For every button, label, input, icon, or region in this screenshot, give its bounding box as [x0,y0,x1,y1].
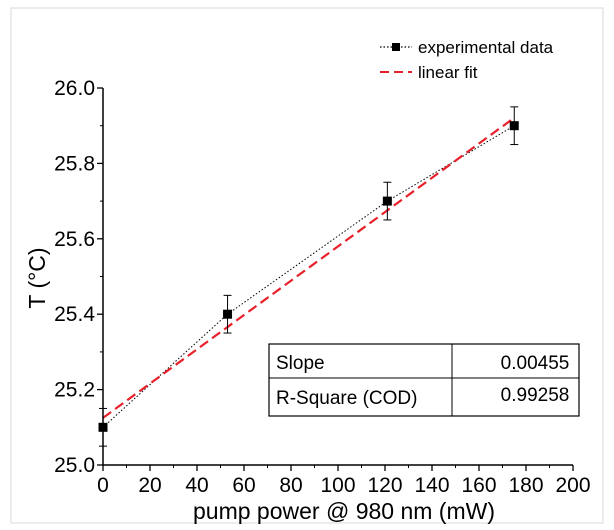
x-tick-label: 0 [97,474,109,497]
legend-fit-label: linear fit [418,63,478,82]
x-tick-label: 120 [367,474,402,497]
data-point [382,196,392,206]
x-tick-label: 60 [232,474,255,497]
experimental-data-line [102,125,515,428]
x-tick-label: 20 [138,474,161,497]
table-border [268,343,580,417]
data-point [223,309,233,319]
legend-experimental-marker [392,43,400,51]
y-tick-label: 25.4 [54,303,95,326]
x-tick-label: 200 [555,474,590,497]
y-tick-label: 25.2 [54,379,95,402]
y-tick-label: 26.0 [54,77,95,100]
data-point [509,121,519,131]
table-cell-slope-value: 0.00455 [501,353,570,374]
x-tick-label: 160 [461,474,496,497]
table-cell-slope-label: Slope [276,353,325,374]
table-cell-rsquare-value: 0.99258 [501,385,570,406]
x-tick-label: 80 [279,474,302,497]
x-axis-title: pump power @ 980 nm (mW) [193,498,495,524]
x-tick-label: 100 [320,474,355,497]
y-tick-label: 25.6 [54,228,95,251]
x-tick-label: 180 [508,474,543,497]
fit-stats-table: Slope 0.00455 R-Square (COD) 0.99258 [268,343,580,417]
legend: experimental data linear fit [380,38,554,82]
linear-fit-line [102,116,515,419]
y-tick-label: 25.8 [54,152,95,175]
y-tick-label: 25.0 [54,454,95,477]
y-axis-title: T (°C) [24,247,50,308]
figure-frame [10,7,604,524]
legend-experimental-label: experimental data [418,38,554,57]
x-tick-label: 40 [185,474,208,497]
table-cell-rsquare-label: R-Square (COD) [276,388,417,409]
x-tick-label: 140 [414,474,449,497]
